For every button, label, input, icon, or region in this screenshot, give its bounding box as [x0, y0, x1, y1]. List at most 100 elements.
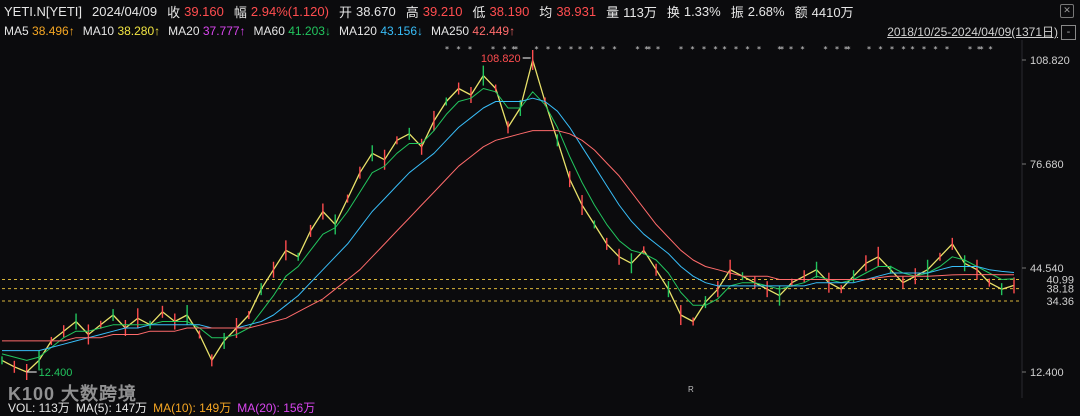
event-marker: *: [824, 45, 828, 54]
watermark-logo: K100 大数跨境: [8, 384, 138, 404]
change-value: 2.94%(1.120): [250, 3, 329, 19]
ma120-value: 43.156↓: [380, 24, 424, 38]
event-marker: *: [746, 45, 750, 54]
low-value: 38.190: [489, 3, 530, 19]
r-marker-label: R: [688, 385, 694, 394]
ma250-legend: MA250 42.449↑: [431, 24, 515, 38]
series-line-ma60: [1, 88, 1015, 361]
event-marker: *: [945, 45, 949, 54]
event-marker: *: [645, 45, 649, 54]
change-label: 幅: [233, 4, 247, 20]
amount-value: 4410万: [811, 4, 854, 20]
close-value: 39.160: [184, 3, 224, 19]
ma120-legend: MA120 43.156↓: [339, 24, 423, 38]
event-marker: *: [879, 45, 883, 54]
ma10-value: 38.280↑: [117, 24, 161, 38]
avg-value: 38.931: [556, 3, 597, 19]
ma250-value: 42.449↑: [472, 24, 516, 38]
volume-value: 113万: [623, 4, 657, 20]
ref-line-label: 40.99: [1046, 274, 1074, 286]
ma250-label: MA250: [431, 24, 470, 38]
event-marker: *: [977, 45, 981, 54]
low-marker-label: 12.400: [39, 367, 73, 379]
event-marker: *: [911, 45, 915, 54]
event-marker: *: [558, 45, 562, 54]
amplitude-value: 2.68%: [747, 3, 785, 19]
event-marker: *: [679, 45, 683, 54]
ma20-label: MA20: [168, 24, 200, 38]
event-marker: *: [636, 45, 640, 54]
event-marker: *: [691, 45, 695, 54]
ma-legend: MA5 38.496↑ MA10 38.280↑ MA20 37.777↑ MA…: [0, 22, 1080, 40]
y-tick-label: 44.540: [1030, 263, 1064, 275]
volume-label: 量: [606, 4, 620, 20]
ma60-legend: MA60 41.203↓: [254, 24, 331, 38]
high-marker-label: 108.820: [481, 53, 521, 65]
event-marker: *: [613, 45, 617, 54]
event-marker: *: [867, 45, 871, 54]
event-marker: *: [989, 45, 993, 54]
close-label: 收: [167, 4, 181, 20]
event-marker: *: [847, 45, 851, 54]
vol-ma20: MA(20): 156万: [237, 400, 316, 415]
turnover-label: 换: [666, 4, 680, 20]
event-marker: *: [546, 45, 550, 54]
ma60-label: MA60: [253, 24, 285, 38]
event-marker: *: [835, 45, 839, 54]
event-marker: *: [702, 45, 706, 54]
event-marker: *: [922, 45, 926, 54]
y-tick-label: 108.820: [1030, 55, 1070, 67]
vol-value: VOL: 113万: [8, 400, 70, 415]
window-toggle-button[interactable]: ✕: [1060, 4, 1074, 18]
collapse-button[interactable]: -: [1061, 25, 1076, 40]
date-label: 2024/04/09: [92, 3, 158, 19]
symbol-label: YETI.N[YETI]: [4, 3, 83, 19]
vol-ma10: MA(10): 149万: [153, 400, 232, 415]
event-marker: *: [714, 45, 718, 54]
high-label: 高: [405, 4, 419, 20]
quote-header: YETI.N[YETI] 2024/04/09 收 39.160 幅 2.94%…: [0, 0, 1080, 22]
vol-ma5: MA(5): 147万: [75, 400, 148, 415]
date-range-link[interactable]: 2018/10/25-2024/04/09(1371日): [887, 25, 1058, 39]
event-marker: *: [902, 45, 906, 54]
event-marker: *: [757, 45, 761, 54]
ma20-legend: MA20 37.777↑: [168, 24, 245, 38]
ref-line-label: 38.18: [1046, 284, 1074, 296]
event-marker: *: [789, 45, 793, 54]
ma5-value: 38.496↑: [32, 24, 75, 38]
avg-label: 均: [539, 4, 553, 20]
event-marker: *: [734, 45, 738, 54]
ma10-legend: MA10 38.280↑: [83, 24, 160, 38]
y-tick-label: 12.400: [1030, 367, 1064, 379]
high-value: 39.210: [422, 3, 463, 19]
low-label: 低: [472, 4, 486, 20]
event-marker: *: [780, 45, 784, 54]
ma120-label: MA120: [338, 24, 377, 38]
turnover-value: 1.33%: [683, 3, 721, 19]
event-marker: *: [535, 45, 539, 54]
event-marker: *: [934, 45, 938, 54]
ma10-label: MA10: [82, 24, 115, 38]
y-tick-label: 76.680: [1030, 159, 1064, 171]
series-line-ma120: [2, 97, 1015, 352]
event-marker: *: [778, 45, 782, 54]
event-marker: *: [445, 45, 449, 54]
open-label: 开: [338, 4, 352, 20]
event-marker: *: [801, 45, 805, 54]
event-marker: *: [844, 45, 848, 54]
ma5-label: MA5: [4, 24, 29, 38]
event-marker: *: [590, 45, 594, 54]
ma5-legend: MA5 38.496↑: [4, 24, 75, 38]
event-marker: *: [491, 45, 495, 54]
event-marker: *: [514, 45, 518, 54]
event-marker: *: [578, 45, 582, 54]
event-marker: *: [656, 45, 660, 54]
ma20-value: 37.777↑: [202, 24, 246, 38]
event-marker: *: [723, 45, 727, 54]
series-line-ma250: [2, 130, 1014, 342]
volume-legend: VOL: 113万 MA(5): 147万 MA(10): 149万 MA(20…: [0, 398, 321, 416]
event-marker: *: [569, 45, 573, 54]
event-marker: *: [457, 45, 461, 54]
open-value: 38.670: [355, 3, 396, 19]
